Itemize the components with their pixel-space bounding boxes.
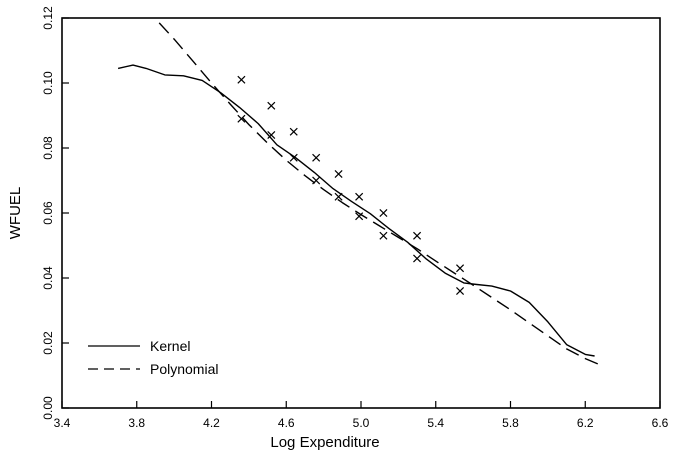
y-tick-label: 0.04 <box>41 266 55 290</box>
scatter-point-x-marker <box>355 192 364 201</box>
scatter-point-x-marker <box>267 130 276 140</box>
series-polynomial-line <box>158 22 599 365</box>
x-tick-label: 6.2 <box>577 416 594 430</box>
y-tick-label: 0.10 <box>41 71 55 95</box>
x-tick-label: 5.0 <box>353 416 370 430</box>
series-kernel-line <box>117 64 595 357</box>
y-tick-label: 0.00 <box>41 396 55 420</box>
scatter-point-x-marker <box>312 176 321 185</box>
scatter-point-x-marker <box>312 153 321 162</box>
x-tick-label: 5.8 <box>502 416 519 430</box>
x-tick-label: 6.6 <box>652 416 669 430</box>
y-tick-label: 0.02 <box>41 331 55 355</box>
scatter-point-x-marker <box>237 114 246 123</box>
x-tick-label: 5.4 <box>427 416 444 430</box>
scatter-point-x-marker <box>237 75 246 84</box>
scatter-point-x-marker <box>334 169 343 179</box>
scatter-point-x-marker <box>289 153 298 162</box>
y-axis-title: WFUEL <box>7 187 24 240</box>
x-tick-label: 3.8 <box>128 416 145 430</box>
x-tick-label: 3.4 <box>54 416 71 430</box>
scatter-point-x-marker <box>355 212 364 221</box>
x-axis-ticks: 3.4 3.8 4.2 4.6 5.0 5.4 5.8 6.2 6.6 <box>54 401 669 430</box>
legend-polynomial-label: Polynomial <box>150 361 218 377</box>
x-axis-title: Log Expenditure <box>270 434 379 451</box>
scatter-point-x-marker <box>379 208 388 218</box>
scatter-point-x-marker <box>413 254 422 263</box>
scatter-point-x-marker <box>267 101 276 110</box>
series-layer <box>117 22 599 365</box>
x-tick-label: 4.6 <box>278 416 295 430</box>
scatter-point-x-marker <box>413 231 422 240</box>
legend: Kernel Polynomial <box>88 338 218 377</box>
scatter-point-x-marker <box>379 231 388 240</box>
y-tick-label: 0.08 <box>41 136 55 160</box>
scatter-points <box>237 75 465 296</box>
scatter-point-x-marker <box>456 264 465 273</box>
y-tick-label: 0.06 <box>41 201 55 225</box>
x-tick-label: 4.2 <box>203 416 220 430</box>
y-axis-ticks: 0.00 0.02 0.04 0.06 0.08 0.10 0.12 <box>41 6 69 420</box>
legend-kernel-label: Kernel <box>150 338 190 354</box>
scatter-point-x-marker <box>456 286 465 296</box>
scatter-point-x-marker <box>334 192 343 201</box>
scatter-point-x-marker <box>289 127 298 136</box>
y-tick-label: 0.12 <box>41 6 55 30</box>
